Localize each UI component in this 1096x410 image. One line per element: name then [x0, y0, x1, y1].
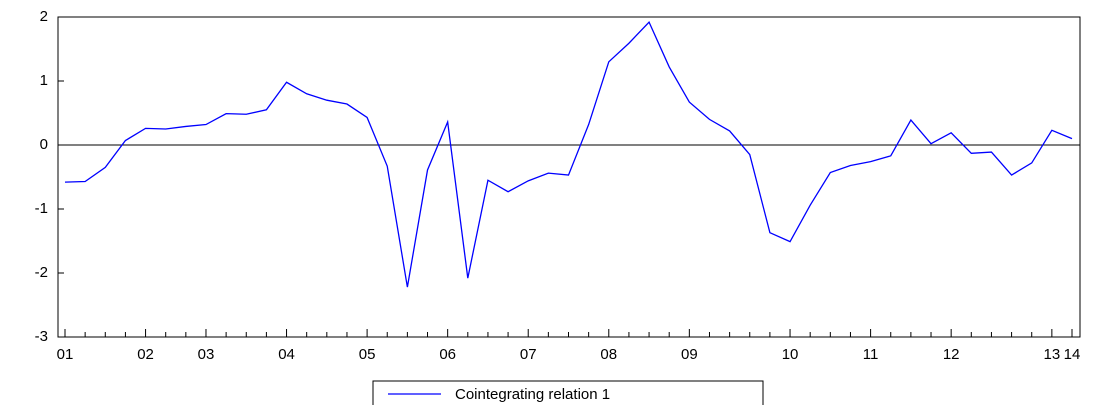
x-tick-label: 09	[681, 346, 698, 363]
series-line	[64, 20, 1073, 288]
x-tick-label: 06	[439, 346, 456, 363]
y-tick-label: 1	[40, 72, 48, 89]
x-tick-label: 08	[600, 346, 617, 363]
y-tick-label: -2	[35, 264, 48, 281]
y-tick-label: -1	[35, 200, 48, 217]
x-tick-label: 11	[863, 346, 879, 363]
x-tick-label: 05	[359, 346, 376, 363]
legend-label: Cointegrating relation 1	[455, 386, 610, 403]
x-tick-label: 10	[782, 346, 799, 363]
x-tick-label: 14	[1064, 346, 1081, 363]
x-tick-label: 03	[198, 346, 215, 363]
y-tick-label: 2	[40, 8, 48, 25]
x-tick-label: 02	[137, 346, 154, 363]
x-tick-label: 01	[57, 346, 74, 363]
x-tick-label: 07	[520, 346, 537, 363]
plot-frame	[57, 16, 1081, 338]
x-tick-label: 04	[278, 346, 295, 363]
x-tick-label: 12	[943, 346, 960, 363]
x-tick-label: 13	[1044, 346, 1061, 363]
y-tick-label: 0	[40, 136, 48, 153]
y-tick-label: -3	[35, 328, 48, 345]
